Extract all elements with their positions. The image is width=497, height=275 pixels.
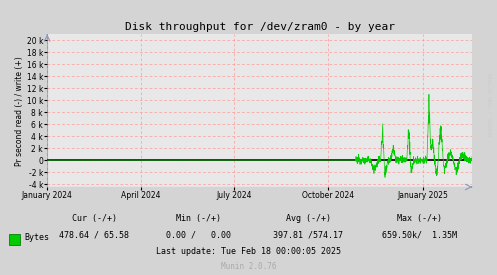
Text: Last update: Tue Feb 18 00:00:05 2025: Last update: Tue Feb 18 00:00:05 2025 — [156, 247, 341, 255]
Y-axis label: Pr second read (-) / write (+): Pr second read (-) / write (+) — [15, 56, 24, 166]
Text: RRDTOOL / TOBI OETIKER: RRDTOOL / TOBI OETIKER — [489, 73, 494, 136]
Text: 659.50k/  1.35M: 659.50k/ 1.35M — [383, 231, 457, 240]
Title: Disk throughput for /dev/zram0 - by year: Disk throughput for /dev/zram0 - by year — [125, 22, 395, 32]
Text: Cur (-/+): Cur (-/+) — [72, 214, 117, 223]
Text: Bytes: Bytes — [25, 233, 50, 242]
Text: Munin 2.0.76: Munin 2.0.76 — [221, 262, 276, 271]
Text: Max (-/+): Max (-/+) — [398, 214, 442, 223]
Text: 397.81 /574.17: 397.81 /574.17 — [273, 231, 343, 240]
Text: Avg (-/+): Avg (-/+) — [286, 214, 331, 223]
Text: Min (-/+): Min (-/+) — [176, 214, 221, 223]
Text: 478.64 / 65.58: 478.64 / 65.58 — [60, 231, 129, 240]
Text: 0.00 /   0.00: 0.00 / 0.00 — [166, 231, 231, 240]
